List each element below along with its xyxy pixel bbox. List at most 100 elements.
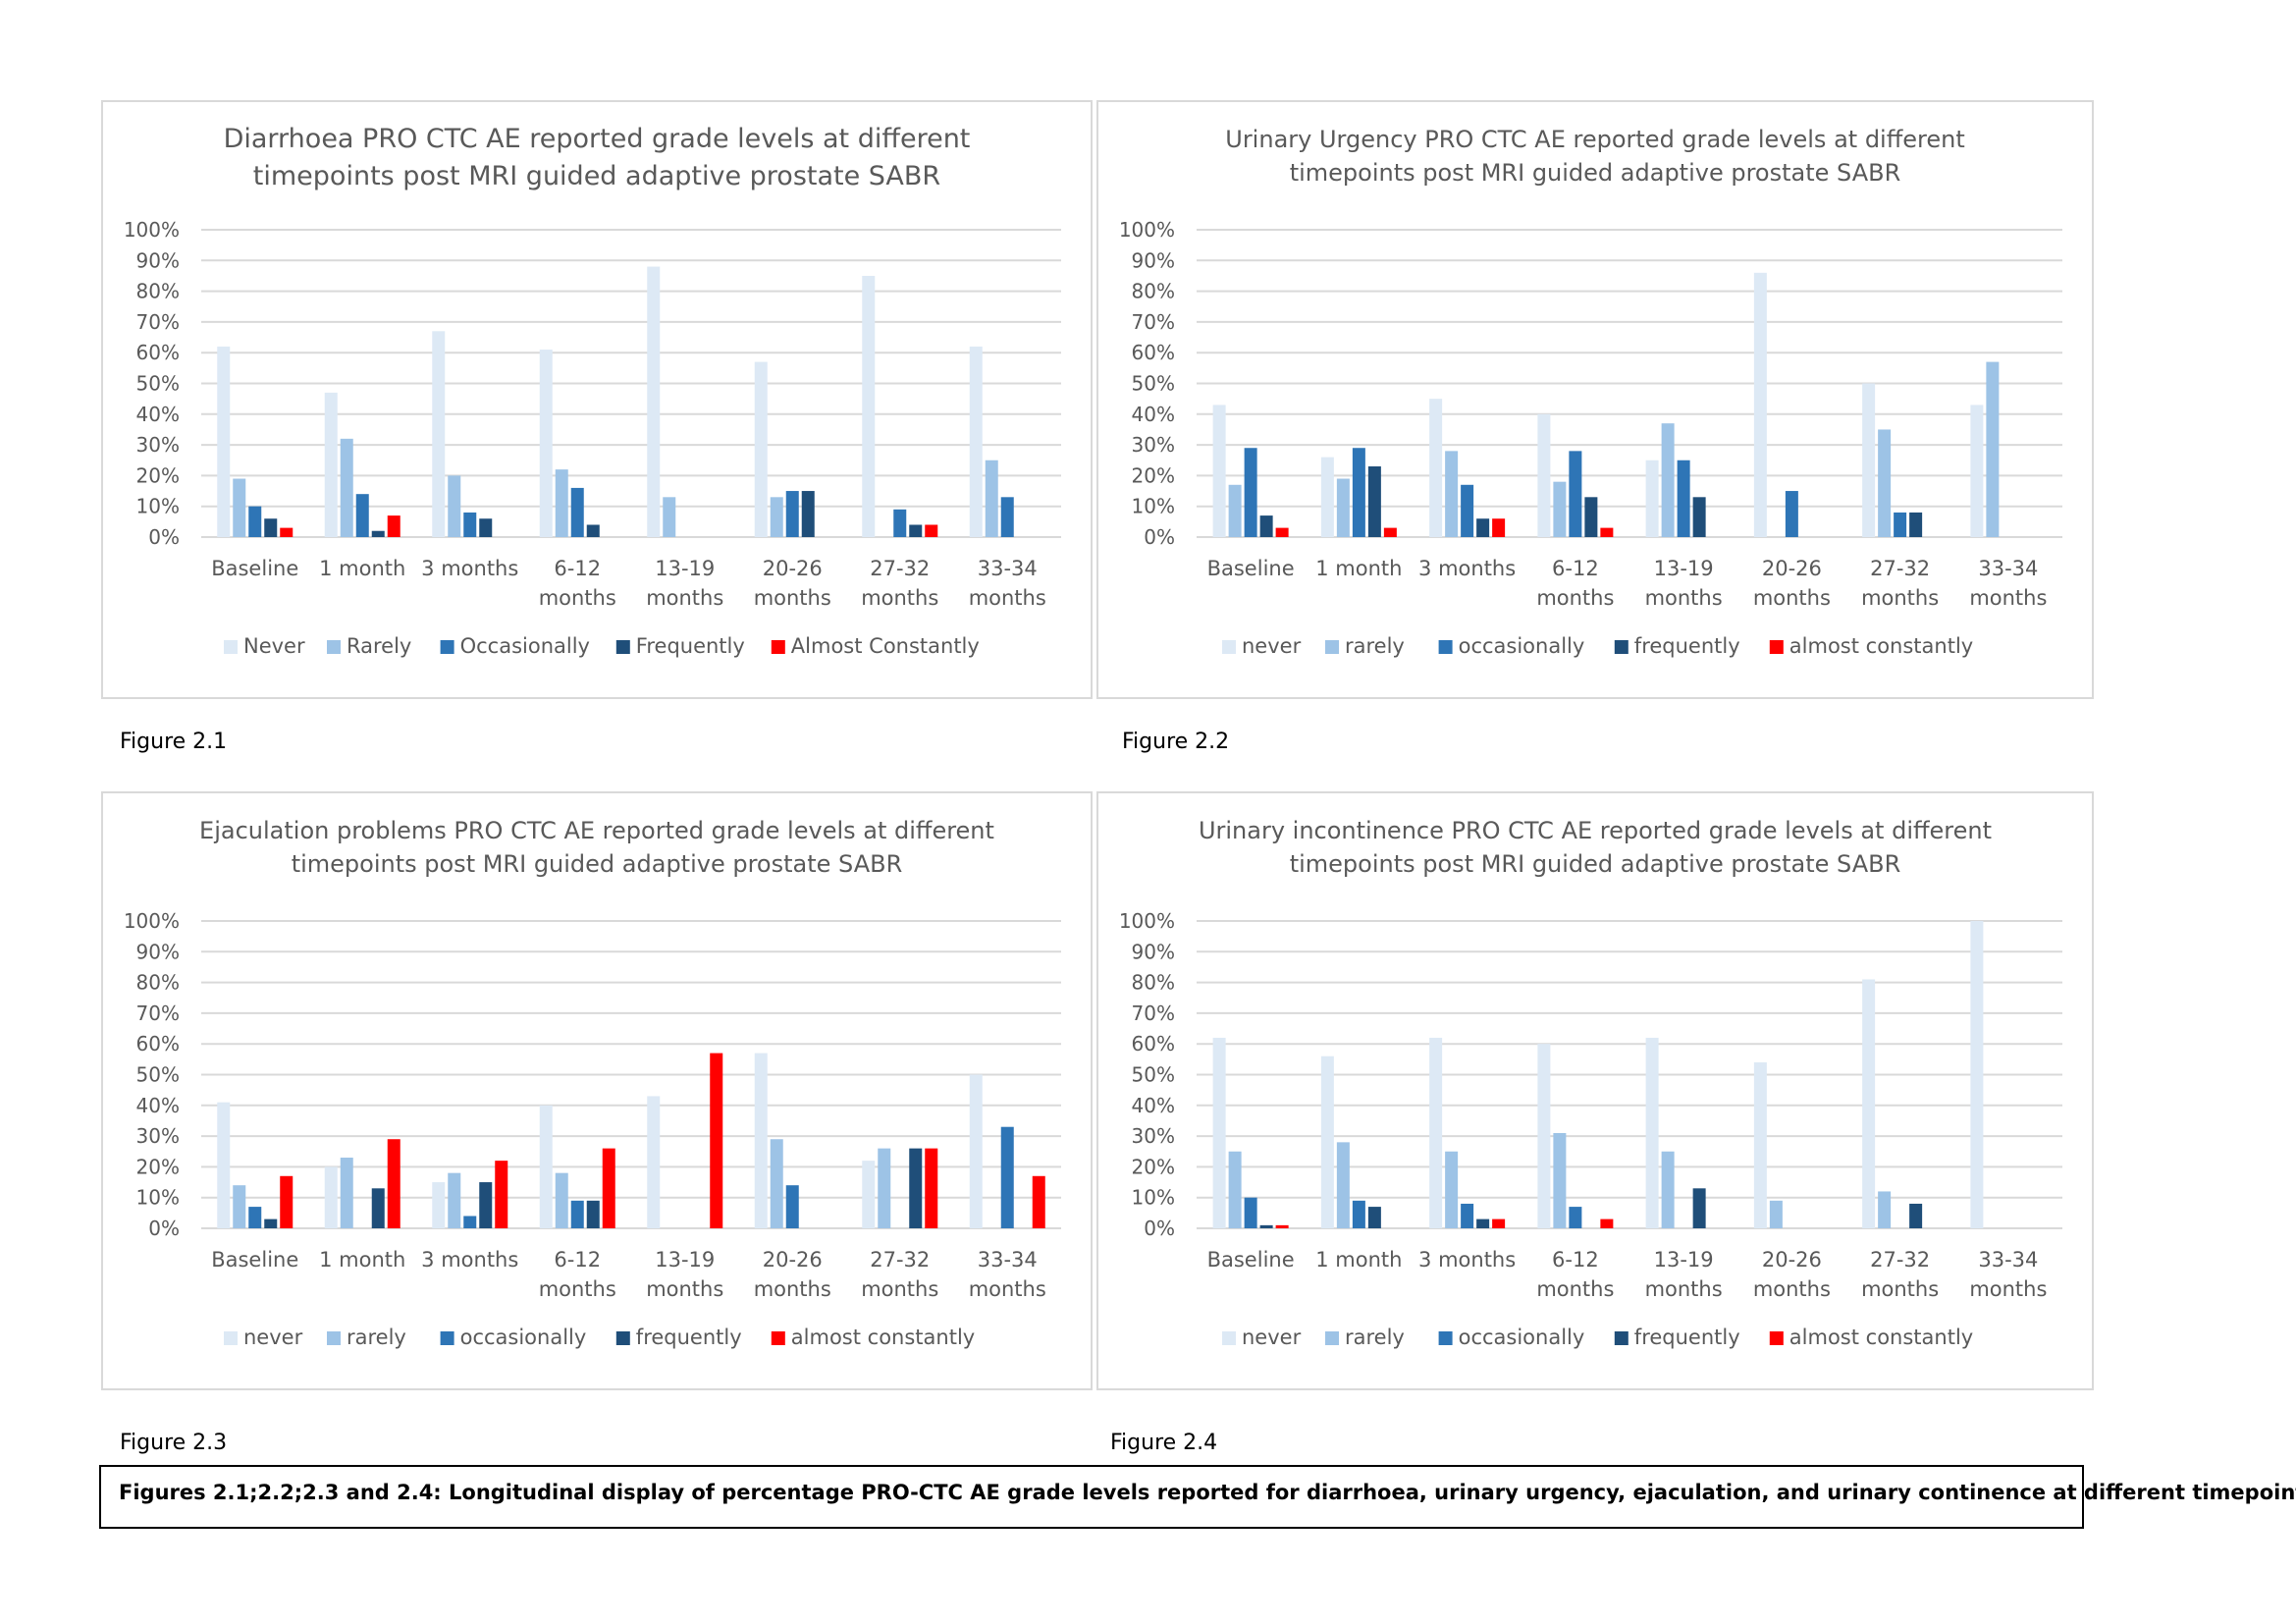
y-tick-label: 10%	[1132, 1186, 1175, 1210]
figure-caption: Figures 2.1;2.2;2.3 and 2.4: Longitudina…	[119, 1481, 2296, 1504]
x-category-label: 13-19	[655, 1248, 715, 1272]
bar-frequently	[1259, 515, 1273, 537]
legend-label: never	[243, 1326, 303, 1349]
bar-occasionally	[1569, 1207, 1582, 1228]
x-category-label: months	[1969, 1277, 2047, 1301]
y-tick-label: 60%	[136, 1032, 180, 1056]
x-category-label: months	[1536, 1277, 1614, 1301]
bar-frequently	[909, 524, 923, 537]
legend-swatch	[1325, 640, 1339, 654]
bar-rarely	[555, 469, 568, 537]
bar-never	[432, 331, 446, 537]
y-tick-label: 0%	[148, 525, 180, 549]
bar-occasionally	[785, 491, 799, 537]
bar-occasionally	[248, 1207, 262, 1228]
bar-frequently	[909, 1148, 923, 1228]
y-tick-label: 40%	[136, 1094, 180, 1117]
x-category-label: 20-26	[763, 1248, 823, 1272]
bar-frequently	[371, 1188, 385, 1228]
chart-svg: Urinary incontinence PRO CTC AE reported…	[1119, 817, 2062, 1349]
bar-never	[1320, 457, 1334, 537]
x-category-label: 3 months	[421, 1248, 518, 1272]
x-category-label: 1 month	[319, 1248, 405, 1272]
x-category-label: months	[1536, 586, 1614, 610]
y-tick-label: 100%	[1119, 218, 1175, 242]
x-category-label: months	[969, 1277, 1046, 1301]
y-tick-label: 60%	[136, 341, 180, 364]
y-tick-label: 50%	[1132, 1063, 1175, 1087]
x-category-label: months	[646, 1277, 723, 1301]
bar-rarely	[448, 475, 461, 537]
x-category-label: months	[861, 1277, 938, 1301]
y-tick-label: 100%	[124, 909, 180, 933]
y-tick-label: 40%	[1132, 1094, 1175, 1117]
bar-never	[1429, 1037, 1443, 1228]
x-category-label: 1 month	[319, 557, 405, 580]
y-tick-label: 60%	[1132, 1032, 1175, 1056]
bar-rarely	[1661, 1151, 1675, 1228]
chart-title-line: timepoints post MRI guided adaptive pros…	[1290, 850, 1901, 878]
legend-label: occasionally	[1459, 634, 1585, 658]
x-category-label: months	[646, 586, 723, 610]
x-category-label: months	[1861, 1277, 1939, 1301]
bar-frequently	[1476, 1218, 1490, 1228]
bar-frequently	[479, 1182, 493, 1228]
x-category-label: months	[1753, 1277, 1831, 1301]
bar-occasionally	[1352, 1200, 1365, 1228]
chart-title-line: Diarrhoea PRO CTC AE reported grade leve…	[224, 124, 971, 154]
bar-occasionally	[1461, 1203, 1474, 1228]
figure-label-2-3: Figure 2.3	[120, 1431, 228, 1455]
x-category-label: 20-26	[763, 557, 823, 580]
bar-rarely	[1878, 1191, 1892, 1228]
bar-frequently	[586, 524, 600, 537]
x-category-label: Baseline	[1207, 1248, 1295, 1272]
x-category-label: months	[1753, 586, 1831, 610]
legend-label: occasionally	[1459, 1326, 1585, 1349]
chart-svg: Diarrhoea PRO CTC AE reported grade leve…	[124, 124, 1061, 658]
bar-almost-constantly	[1275, 527, 1289, 537]
x-category-label: 33-34	[978, 557, 1038, 580]
bar-occasionally	[785, 1185, 799, 1228]
y-tick-label: 90%	[136, 248, 180, 272]
bar-almost-constantly	[925, 524, 938, 537]
bar-frequently	[586, 1200, 600, 1228]
bar-never	[1862, 979, 1876, 1228]
y-tick-label: 20%	[136, 1155, 180, 1178]
legend-swatch	[327, 1331, 341, 1345]
legend-swatch	[224, 640, 238, 654]
bar-never	[539, 350, 553, 537]
legend-label: never	[1242, 634, 1302, 658]
bar-never	[539, 1105, 553, 1228]
x-category-label: months	[1645, 586, 1723, 610]
x-category-label: 13-19	[655, 557, 715, 580]
bar-never	[324, 392, 338, 537]
x-category-label: 27-32	[870, 557, 930, 580]
bar-rarely	[1553, 481, 1567, 537]
bar-rarely	[233, 478, 246, 537]
bar-never	[1645, 460, 1659, 537]
legend-swatch	[615, 1331, 630, 1345]
bar-occasionally	[1000, 497, 1014, 537]
bar-never	[1753, 1061, 1767, 1228]
x-category-label: 13-19	[1654, 1248, 1714, 1272]
bar-frequently	[264, 1218, 278, 1228]
legend-swatch	[440, 640, 454, 654]
y-tick-label: 60%	[1132, 341, 1175, 364]
y-tick-label: 80%	[1132, 971, 1175, 995]
bar-rarely	[1228, 484, 1242, 537]
x-category-label: months	[1861, 586, 1939, 610]
bar-occasionally	[1000, 1126, 1014, 1228]
bar-almost-constantly	[387, 515, 400, 537]
x-category-label: months	[539, 586, 616, 610]
bar-never	[1970, 405, 1984, 537]
legend-label: occasionally	[460, 1326, 587, 1349]
bar-almost-constantly	[387, 1139, 400, 1228]
y-tick-label: 90%	[1132, 940, 1175, 963]
bar-occasionally	[1244, 448, 1257, 537]
chart-panel-urinary-incontinence: Urinary incontinence PRO CTC AE reported…	[1096, 791, 2094, 1390]
figure-label-2-4: Figure 2.4	[1110, 1431, 1218, 1455]
legend-label: frequently	[1634, 1326, 1740, 1349]
bar-frequently	[479, 518, 493, 537]
bar-never	[969, 346, 983, 537]
bar-almost-constantly	[1275, 1224, 1289, 1228]
